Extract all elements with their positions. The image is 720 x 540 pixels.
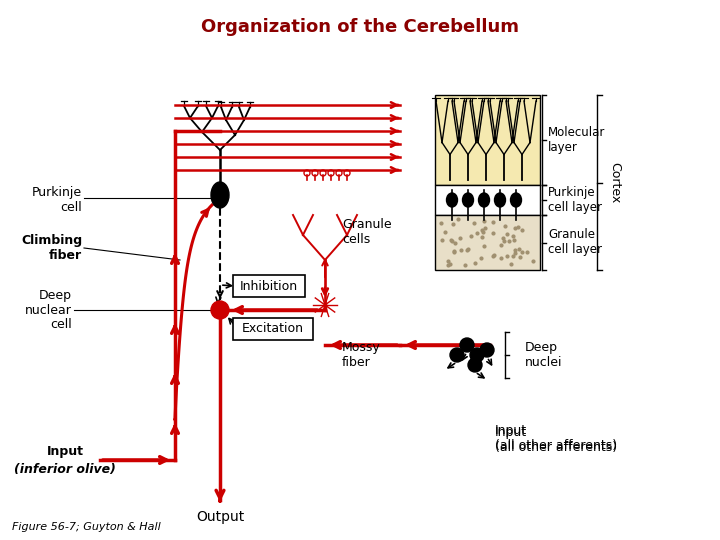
Text: Mossy
fiber: Mossy fiber — [342, 341, 381, 369]
Circle shape — [460, 338, 474, 352]
Circle shape — [468, 358, 482, 372]
Bar — [435, 215, 540, 270]
Text: Granule
cell layer: Granule cell layer — [548, 228, 602, 256]
Text: Excitation: Excitation — [242, 322, 304, 335]
Text: Input
(all other afferents): Input (all other afferents) — [495, 424, 617, 452]
Text: Molecular
layer: Molecular layer — [548, 126, 606, 154]
Bar — [233, 275, 305, 297]
Circle shape — [480, 343, 494, 357]
Circle shape — [470, 348, 484, 362]
Ellipse shape — [510, 193, 521, 207]
Text: Climbing
fiber: Climbing fiber — [21, 234, 82, 262]
Ellipse shape — [495, 193, 505, 207]
Ellipse shape — [462, 193, 474, 207]
Text: Granule
cells: Granule cells — [342, 218, 392, 246]
Text: Figure 56-7; Guyton & Hall: Figure 56-7; Guyton & Hall — [12, 522, 161, 532]
Ellipse shape — [211, 182, 229, 208]
Bar — [435, 185, 540, 215]
Text: Inhibition: Inhibition — [240, 280, 298, 293]
Text: Deep
nuclei: Deep nuclei — [525, 341, 562, 369]
Text: (inferior olive): (inferior olive) — [14, 463, 116, 476]
Ellipse shape — [479, 193, 490, 207]
Text: Purkinje
cell: Purkinje cell — [32, 186, 82, 214]
Text: Output: Output — [196, 510, 244, 524]
Circle shape — [211, 301, 229, 319]
Bar — [435, 95, 540, 185]
Text: Input: Input — [47, 445, 84, 458]
Ellipse shape — [446, 193, 457, 207]
Text: Organization of the Cerebellum: Organization of the Cerebellum — [201, 18, 519, 36]
Circle shape — [450, 348, 464, 362]
Text: Input
(all other afferents): Input (all other afferents) — [495, 426, 617, 454]
Text: Purkinje
cell layer: Purkinje cell layer — [548, 186, 602, 214]
Bar — [233, 318, 313, 340]
Text: Cortex: Cortex — [608, 162, 621, 203]
Text: Deep
nuclear
cell: Deep nuclear cell — [25, 288, 72, 332]
